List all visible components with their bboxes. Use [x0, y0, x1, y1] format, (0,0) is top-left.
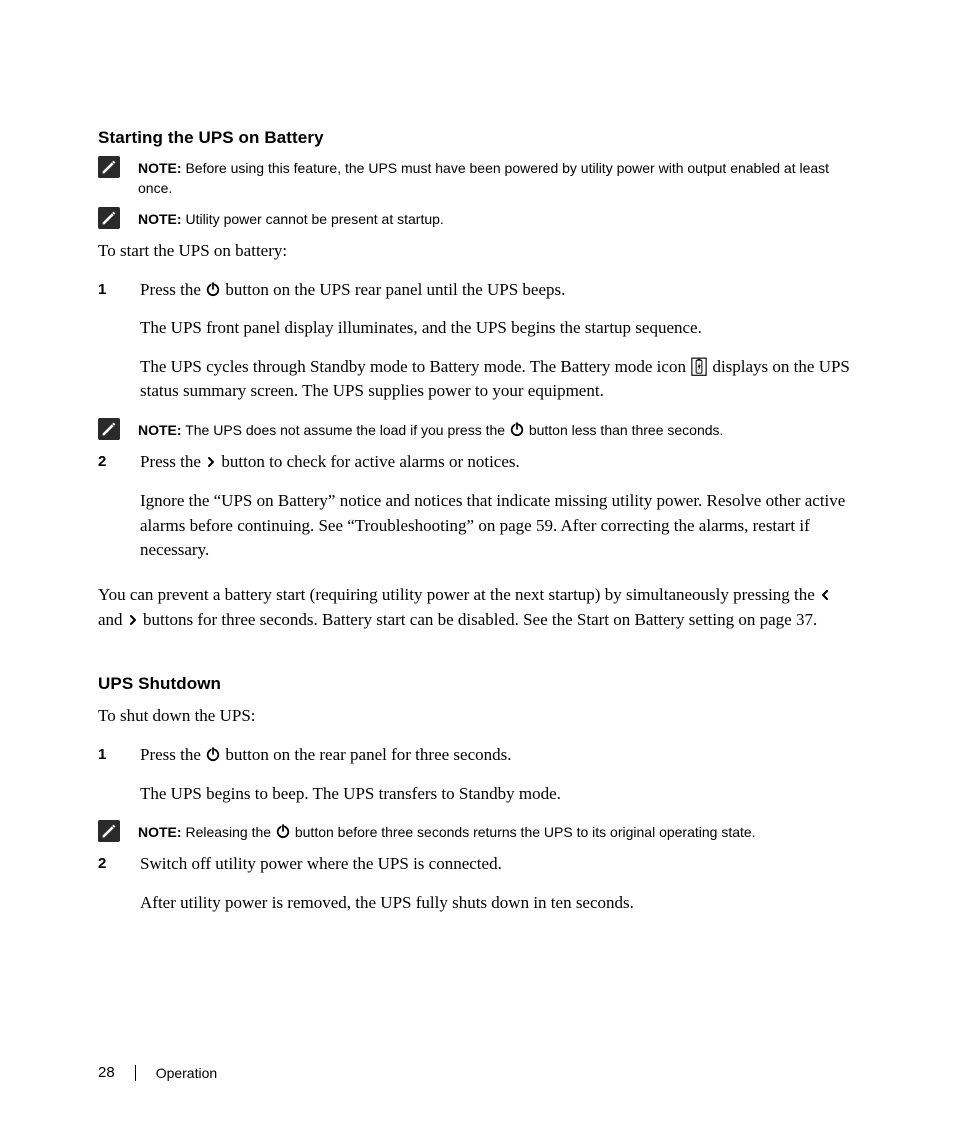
- text-fragment: The UPS cycles through Standby mode to B…: [140, 357, 690, 376]
- chevron-right-icon: [205, 456, 217, 468]
- text-fragment: and: [98, 610, 127, 629]
- text-fragment: button on the rear panel for three secon…: [225, 745, 511, 764]
- step-line: Ignore the “UPS on Battery” notice and n…: [140, 489, 856, 563]
- footer-divider: [135, 1065, 136, 1081]
- step: 2 Press the button to check for active a…: [98, 450, 856, 573]
- note-row: NOTE: Releasing the button before three …: [98, 822, 856, 842]
- note-body: button less than three seconds.: [529, 422, 724, 438]
- battery-mode-icon: [690, 356, 708, 376]
- intro-text: To shut down the UPS:: [98, 704, 856, 729]
- step-number: 1: [98, 278, 140, 302]
- power-icon: [509, 421, 525, 437]
- step: 1 Press the button on the UPS rear panel…: [98, 278, 856, 415]
- note-body: button before three seconds returns the …: [295, 824, 756, 840]
- heading-ups-shutdown: UPS Shutdown: [98, 674, 856, 694]
- step-line: Press the button on the rear panel for t…: [140, 743, 856, 768]
- step-line: Switch off utility power where the UPS i…: [140, 852, 856, 877]
- note-text: NOTE: Before using this feature, the UPS…: [138, 158, 856, 199]
- power-icon: [205, 746, 221, 762]
- note-label: NOTE:: [138, 211, 182, 227]
- step: 1 Press the button on the rear panel for…: [98, 743, 856, 816]
- pencil-icon: [98, 207, 120, 229]
- step-body: Press the button to check for active ala…: [140, 450, 856, 573]
- step-line: Press the button to check for active ala…: [140, 450, 856, 475]
- pencil-icon: [98, 418, 120, 440]
- step-line: The UPS begins to beep. The UPS transfer…: [140, 782, 856, 807]
- note-text: NOTE: Releasing the button before three …: [138, 822, 756, 842]
- step-line: After utility power is removed, the UPS …: [140, 891, 856, 916]
- note-label: NOTE:: [138, 160, 182, 176]
- note-text: NOTE: Utility power cannot be present at…: [138, 209, 444, 229]
- note-body: Before using this feature, the UPS must …: [138, 160, 829, 196]
- page: Starting the UPS on Battery NOTE: Before…: [0, 0, 954, 1145]
- closing-paragraph: You can prevent a battery start (requiri…: [98, 583, 856, 632]
- pencil-icon: [98, 820, 120, 842]
- note-row: NOTE: The UPS does not assume the load i…: [98, 420, 856, 440]
- text-fragment: buttons for three seconds. Battery start…: [143, 610, 817, 629]
- text-fragment: Press the: [140, 452, 205, 471]
- step-number: 2: [98, 450, 140, 474]
- spacer: [98, 646, 856, 674]
- power-icon: [275, 823, 291, 839]
- step-body: Switch off utility power where the UPS i…: [140, 852, 856, 925]
- note-row: NOTE: Utility power cannot be present at…: [98, 209, 856, 229]
- note-body: Releasing the: [182, 824, 275, 840]
- step-body: Press the button on the UPS rear panel u…: [140, 278, 856, 415]
- step-body: Press the button on the rear panel for t…: [140, 743, 856, 816]
- note-body: Utility power cannot be present at start…: [182, 211, 444, 227]
- step-line: The UPS front panel display illuminates,…: [140, 316, 856, 341]
- note-body: The UPS does not assume the load if you …: [182, 422, 509, 438]
- footer-section-name: Operation: [156, 1065, 217, 1081]
- text-fragment: button to check for active alarms or not…: [221, 452, 519, 471]
- step-line: Press the button on the UPS rear panel u…: [140, 278, 856, 303]
- note-text: NOTE: The UPS does not assume the load i…: [138, 420, 723, 440]
- page-number: 28: [98, 1064, 115, 1081]
- text-fragment: You can prevent a battery start (requiri…: [98, 585, 819, 604]
- note-row: NOTE: Before using this feature, the UPS…: [98, 158, 856, 199]
- step-number: 1: [98, 743, 140, 767]
- chevron-left-icon: [819, 589, 831, 601]
- step: 2 Switch off utility power where the UPS…: [98, 852, 856, 925]
- text-fragment: button on the UPS rear panel until the U…: [225, 280, 565, 299]
- note-label: NOTE:: [138, 422, 182, 438]
- text-fragment: Press the: [140, 745, 205, 764]
- step-number: 2: [98, 852, 140, 876]
- page-footer: 28 Operation: [98, 1064, 217, 1081]
- text-fragment: Press the: [140, 280, 205, 299]
- pencil-icon: [98, 156, 120, 178]
- step-line: The UPS cycles through Standby mode to B…: [140, 355, 856, 404]
- intro-text: To start the UPS on battery:: [98, 239, 856, 264]
- power-icon: [205, 281, 221, 297]
- note-label: NOTE:: [138, 824, 182, 840]
- chevron-right-icon: [127, 614, 139, 626]
- heading-starting-ups-on-battery: Starting the UPS on Battery: [98, 128, 856, 148]
